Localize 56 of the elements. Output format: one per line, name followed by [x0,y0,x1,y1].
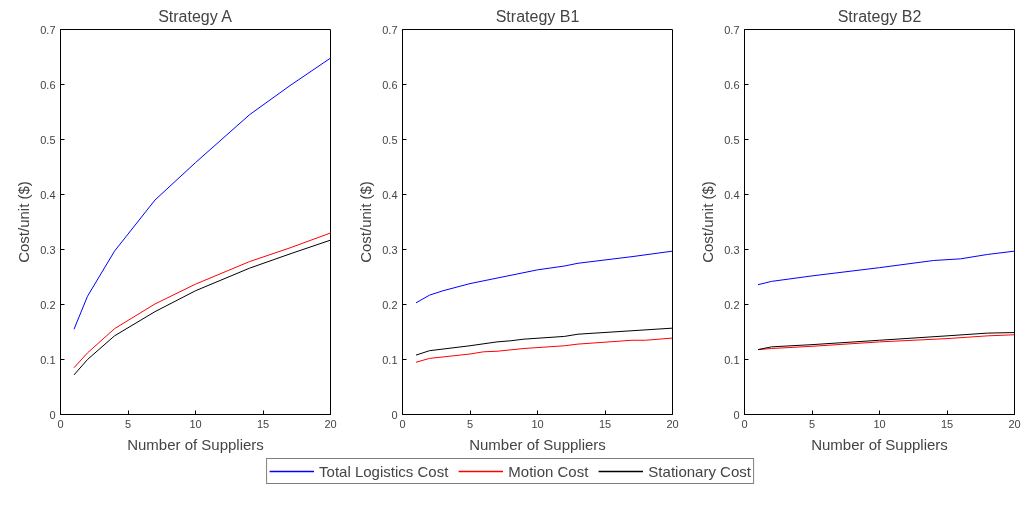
y-tick-label: 0.5 [40,133,56,146]
y-tick-label: 0.4 [382,188,398,201]
x-tick-label: 0 [57,417,64,430]
y-tick-label: 0.7 [382,23,398,36]
y-tick-label: 0.5 [382,133,398,146]
y-tick-label: 0.4 [40,188,56,201]
y-tick-label: 0.4 [724,188,740,201]
y-tick-label: 0 [733,408,740,421]
x-axis-title: Number of Suppliers [127,435,264,453]
y-tick-label: 0.6 [724,78,740,91]
x-axis-title: Number of Suppliers [469,435,606,453]
y-axis-title: Cost/unit ($) [15,181,33,263]
y-tick-label: 0.3 [724,243,740,256]
y-tick-label: 0.1 [382,353,398,366]
x-tick-label: 10 [189,417,202,430]
x-tick-label: 10 [531,417,544,430]
line-series [73,57,331,330]
line-series [415,337,673,363]
x-tick-label: 0 [399,417,406,430]
line-series [757,250,1015,286]
legend-label: Stationary Cost [648,462,751,480]
y-tick-label: 0.1 [724,353,740,366]
y-axis-title: Cost/unit ($) [357,181,375,263]
y-tick-label: 0 [49,408,56,421]
x-tick-label: 15 [940,417,954,430]
x-tick-label: 20 [324,417,337,430]
x-tick-label: 10 [873,417,886,430]
y-tick-label: 0.7 [724,23,740,36]
x-tick-label: 15 [256,417,270,430]
x-tick-label: 20 [1008,417,1021,430]
y-tick-label: 0.7 [40,23,56,36]
line-series [415,250,673,304]
x-tick-label: 20 [666,417,679,430]
y-tick-label: 0.1 [40,353,56,366]
x-tick-label: 5 [466,417,474,430]
chart-title: Strategy B1 [495,7,580,25]
line-series [415,327,673,356]
y-axis-title: Cost/unit ($) [699,181,717,263]
x-axis-title: Number of Suppliers [811,435,948,453]
x-tick-label: 5 [124,417,132,430]
y-tick-label: 0.2 [382,298,398,311]
chart-title: Strategy A [158,7,233,25]
legend-label: Motion Cost [508,462,589,480]
x-tick-label: 15 [598,417,612,430]
y-tick-label: 0.3 [40,243,56,256]
y-tick-label: 0.2 [40,298,56,311]
x-tick-label: 0 [741,417,748,430]
chart-title: Strategy B2 [837,7,922,25]
y-tick-label: 0.5 [724,133,740,146]
y-tick-label: 0 [391,408,398,421]
legend-label: Total Logistics Cost [319,462,449,480]
x-tick-label: 5 [808,417,816,430]
y-tick-label: 0.6 [382,78,398,91]
y-tick-label: 0.3 [382,243,398,256]
y-tick-label: 0.2 [724,298,740,311]
y-tick-label: 0.6 [40,78,56,91]
